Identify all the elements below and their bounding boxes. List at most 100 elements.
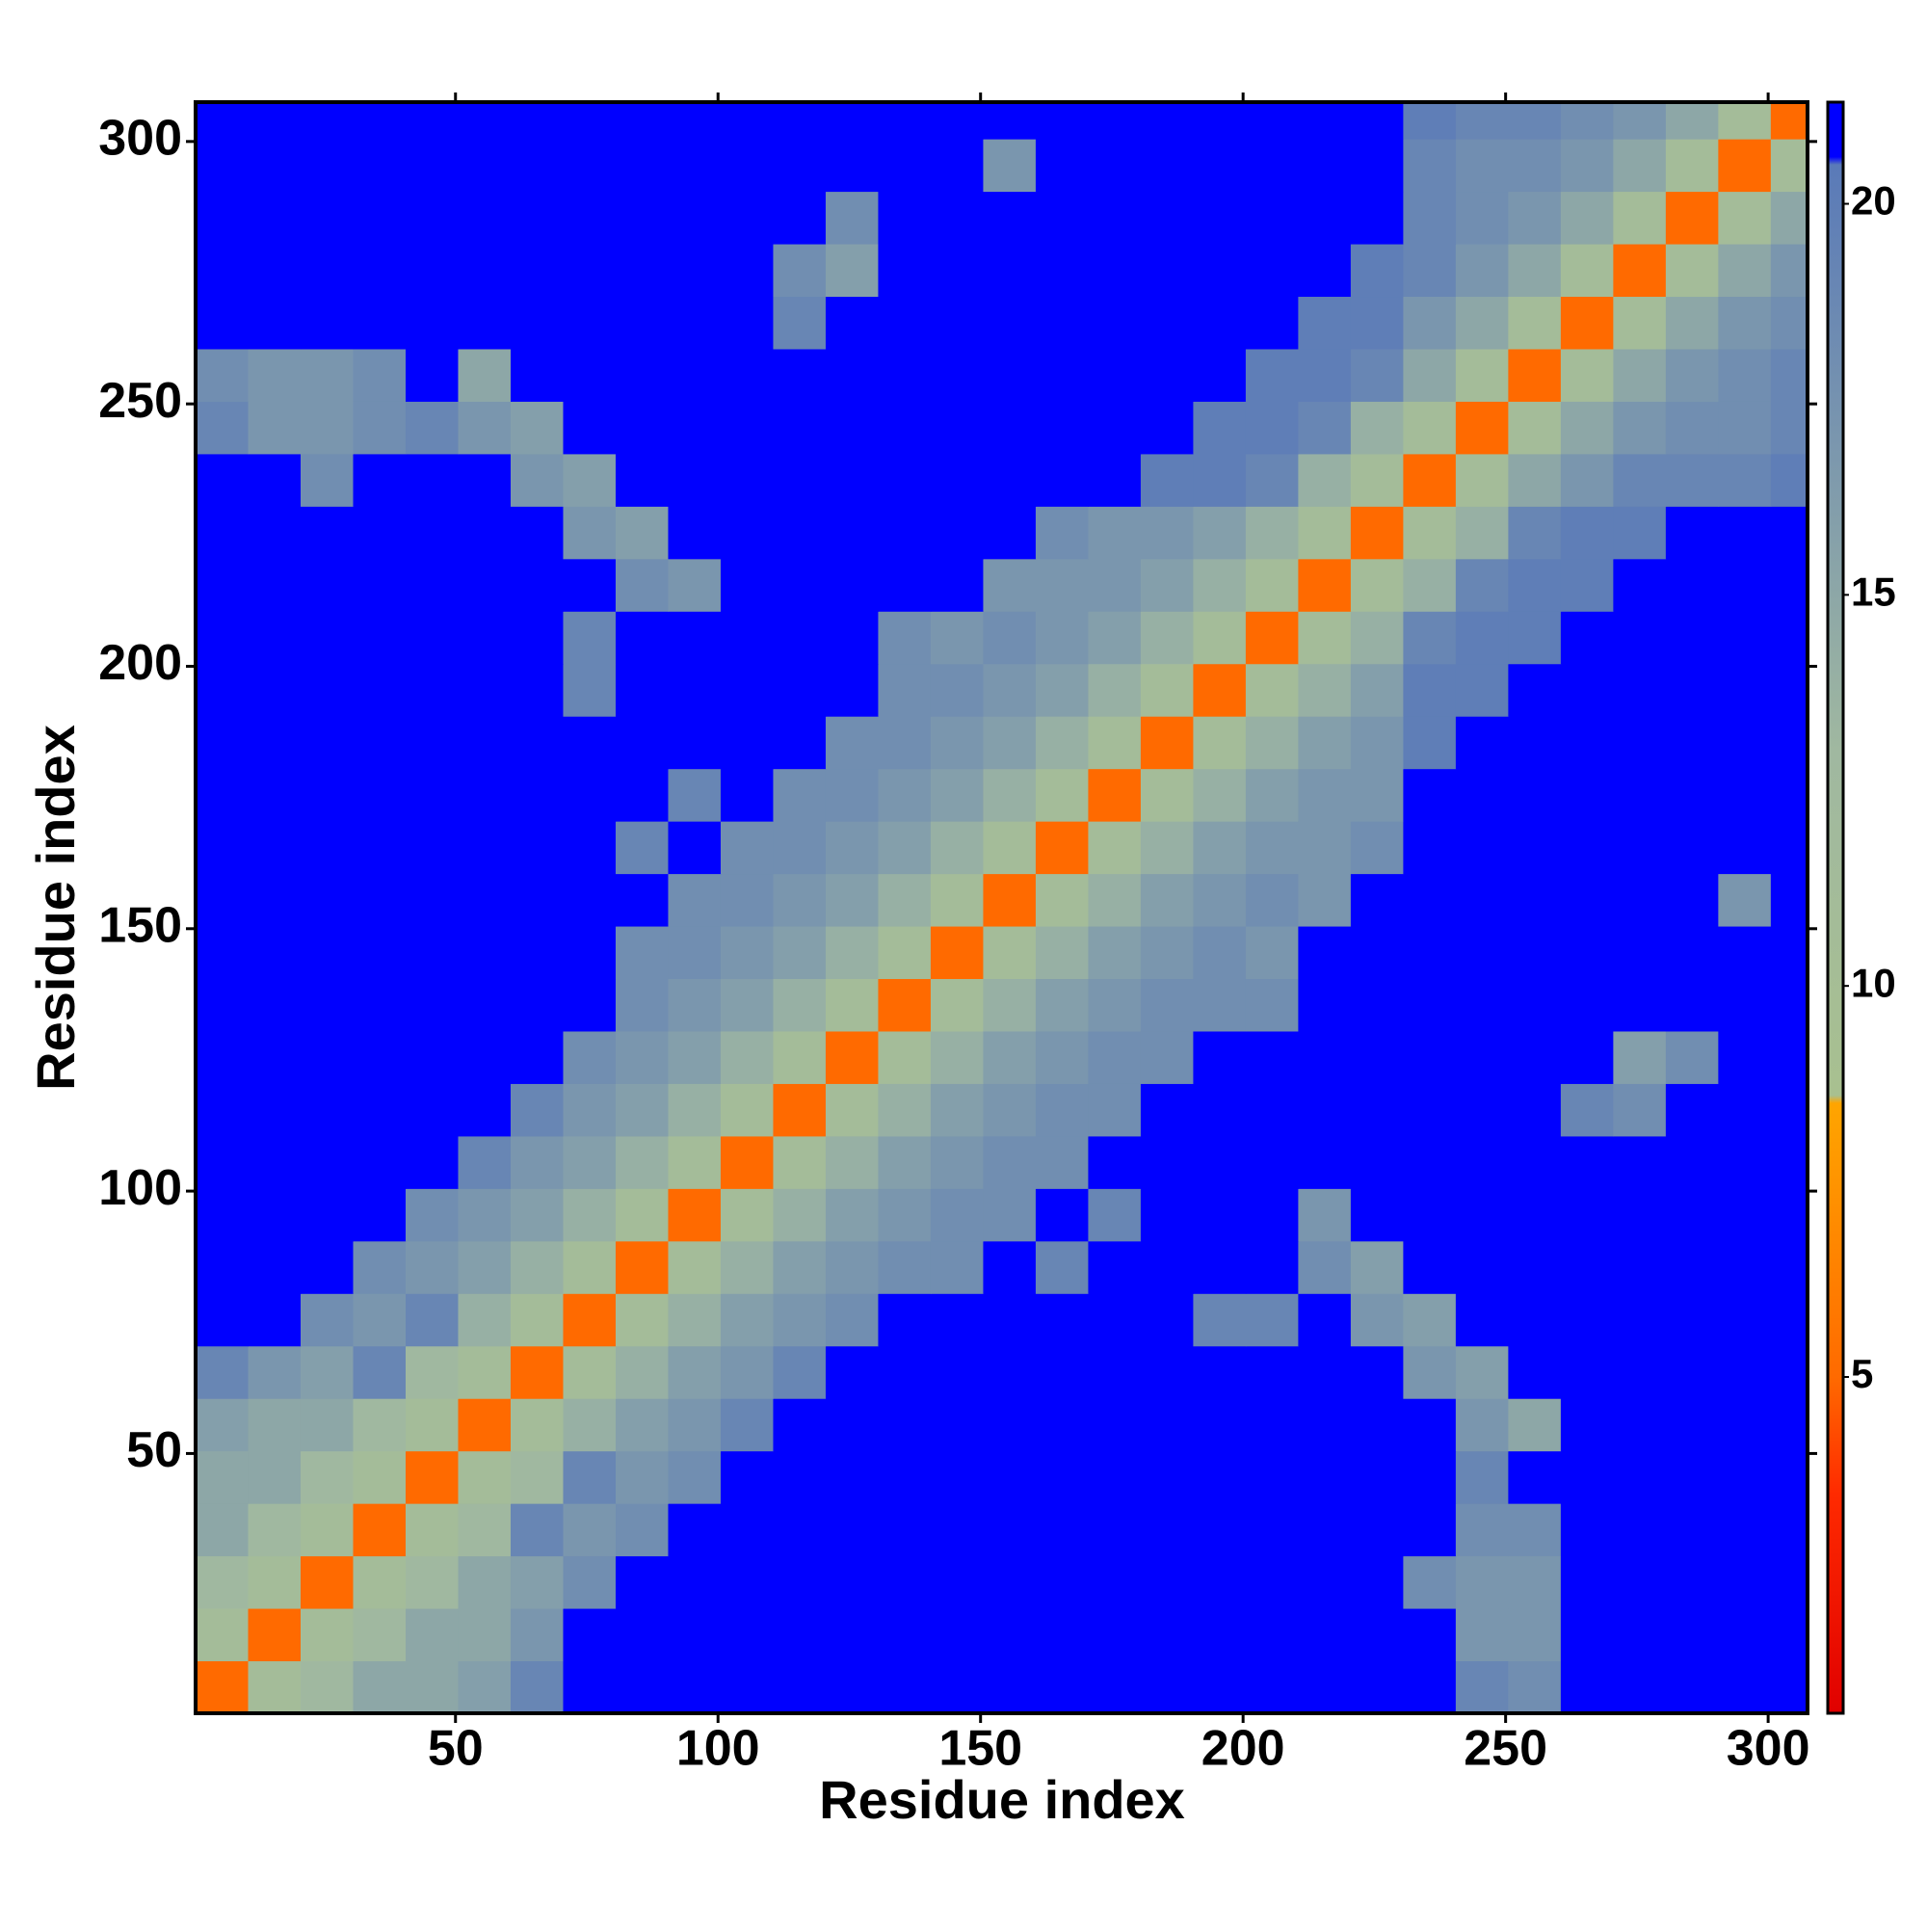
heatmap-cell	[405, 1660, 459, 1714]
heatmap-cell	[615, 506, 669, 560]
heatmap-cell	[405, 453, 459, 507]
heatmap-cell	[563, 296, 617, 350]
heatmap-cell	[1770, 348, 1808, 402]
heatmap-cell	[1613, 821, 1667, 875]
heatmap-cell	[300, 1608, 354, 1662]
heatmap-cell	[458, 401, 512, 455]
heatmap-cell	[1350, 1660, 1404, 1714]
heatmap-cell	[458, 296, 512, 350]
heatmap-cell	[563, 1293, 617, 1347]
heatmap-cell	[1350, 1135, 1404, 1189]
heatmap-cell	[930, 873, 984, 927]
heatmap-cell	[1193, 1293, 1247, 1347]
heatmap-cell	[1403, 506, 1457, 560]
heatmap-cell	[668, 1083, 722, 1137]
heatmap-cell	[773, 139, 827, 193]
heatmap-cell	[248, 821, 302, 875]
heatmap-cell	[1665, 873, 1719, 927]
heatmap-cell	[668, 873, 722, 927]
heatmap-cell	[196, 978, 249, 1032]
heatmap-cell	[825, 1135, 879, 1189]
heatmap-cell	[510, 716, 564, 770]
heatmap-cell	[1455, 1135, 1509, 1189]
heatmap-cell	[458, 244, 512, 298]
heatmap-cell	[720, 1503, 774, 1557]
heatmap-cell	[1035, 1293, 1089, 1347]
heatmap-cell	[930, 1503, 984, 1557]
heatmap-cell	[615, 1030, 669, 1084]
heatmap-cell	[1193, 1503, 1247, 1557]
heatmap-cell	[1350, 401, 1404, 455]
heatmap-cell	[510, 1188, 564, 1242]
heatmap-cell	[930, 1030, 984, 1084]
heatmap-cell	[248, 1240, 302, 1294]
heatmap-cell	[458, 611, 512, 665]
heatmap-cell	[1193, 1608, 1247, 1662]
heatmap-cell	[1770, 1398, 1808, 1452]
heatmap-cell	[1560, 1240, 1614, 1294]
heatmap-cell	[1560, 102, 1614, 140]
heatmap-cell	[930, 558, 984, 612]
heatmap-cell	[773, 102, 827, 140]
heatmap-cell	[1088, 139, 1142, 193]
heatmap-cell	[773, 1660, 827, 1714]
heatmap-cell	[353, 768, 407, 822]
heatmap-cell	[1350, 558, 1404, 612]
heatmap-cell	[1455, 978, 1509, 1032]
heatmap-cell	[563, 102, 617, 140]
heatmap-cell	[1665, 1660, 1719, 1714]
heatmap-cell	[248, 1188, 302, 1242]
heatmap-cell	[1245, 821, 1299, 875]
heatmap-cell	[353, 1030, 407, 1084]
heatmap-cell	[1403, 1555, 1457, 1609]
heatmap-cell	[1718, 1135, 1772, 1189]
heatmap-cell	[773, 1135, 827, 1189]
heatmap-cell	[1560, 191, 1614, 245]
heatmap-cell	[405, 873, 459, 927]
heatmap-cell	[563, 244, 617, 298]
heatmap-cell	[1193, 663, 1247, 717]
heatmap-cell	[615, 102, 669, 140]
heatmap-cell	[248, 1450, 302, 1504]
heatmap-cell	[878, 348, 932, 402]
heatmap-cell	[1140, 821, 1194, 875]
heatmap-cell	[405, 768, 459, 822]
heatmap-cell	[248, 873, 302, 927]
heatmap-cell	[1193, 453, 1247, 507]
heatmap-cell	[1350, 611, 1404, 665]
heatmap-cell	[1770, 716, 1808, 770]
heatmap-cell	[300, 821, 354, 875]
heatmap-cell	[1298, 821, 1352, 875]
heatmap-cell	[300, 926, 354, 980]
heatmap-cell	[353, 978, 407, 1032]
heatmap-cell	[1035, 506, 1089, 560]
heatmap-cell	[1508, 1345, 1562, 1399]
heatmap-cell	[1560, 348, 1614, 402]
heatmap-cell	[458, 1030, 512, 1084]
heatmap-cell	[1718, 768, 1772, 822]
heatmap-cell	[1718, 102, 1772, 140]
heatmap-cell	[1035, 663, 1089, 717]
heatmap-cell	[878, 244, 932, 298]
heatmap-cell	[510, 1608, 564, 1662]
heatmap-cell	[1088, 1398, 1142, 1452]
heatmap-cell	[1140, 1660, 1194, 1714]
heatmap-cell	[1298, 139, 1352, 193]
heatmap-cell	[248, 663, 302, 717]
heatmap-cell	[878, 1030, 932, 1084]
heatmap-cell	[510, 1345, 564, 1399]
heatmap-cell	[300, 139, 354, 193]
heatmap-cell	[1088, 244, 1142, 298]
heatmap-cell	[405, 978, 459, 1032]
heatmap-cell	[668, 348, 722, 402]
heatmap-cell	[300, 1240, 354, 1294]
heatmap-cell	[1140, 1188, 1194, 1242]
heatmap-cell	[510, 558, 564, 612]
heatmap-cell	[930, 768, 984, 822]
heatmap-cell	[1350, 1345, 1404, 1399]
heatmap-cell	[720, 978, 774, 1032]
heatmap-cell	[930, 1188, 984, 1242]
heatmap-cell	[930, 1608, 984, 1662]
heatmap-cell	[1665, 768, 1719, 822]
